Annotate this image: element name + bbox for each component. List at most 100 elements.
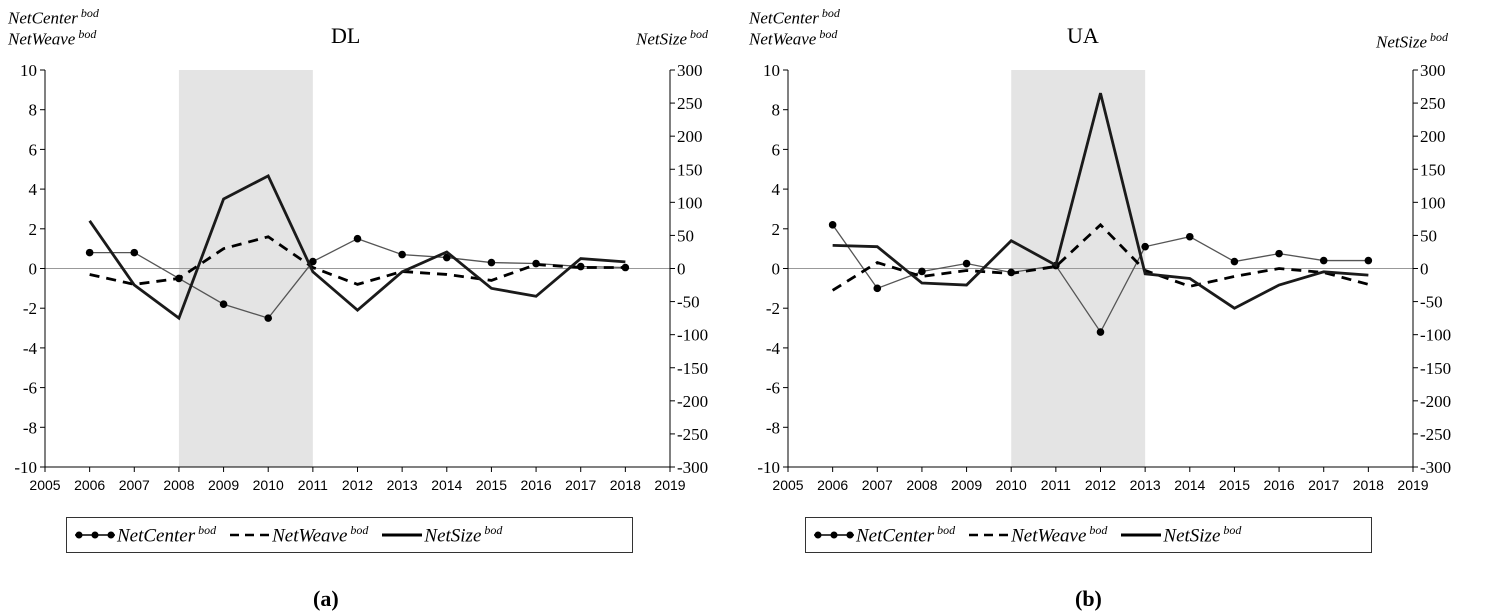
point-netcenter xyxy=(1275,249,1283,258)
x-tick-label: 2013 xyxy=(1130,477,1161,493)
y-left-tick-label: 8 xyxy=(772,101,781,120)
x-tick-label: 2007 xyxy=(862,477,893,493)
y-right-tick-label: -250 xyxy=(1420,425,1451,444)
legend-item-netsize: NetSize bod xyxy=(1119,523,1241,547)
y-left-tick-label: 0 xyxy=(772,260,781,279)
x-tick-label: 2018 xyxy=(1353,477,1384,493)
legend-label-netweave: NetWeave bod xyxy=(1011,522,1108,547)
y-left-tick-label: 10 xyxy=(20,61,37,80)
panel-caption: (b) xyxy=(1075,586,1102,611)
x-tick-label: 2011 xyxy=(1041,477,1071,493)
y-left-tick-label: -10 xyxy=(757,458,780,477)
y-right-tick-label: 250 xyxy=(1420,94,1446,113)
x-tick-label: 2010 xyxy=(996,477,1027,493)
y-left-tick-label: 4 xyxy=(772,180,781,199)
legend-label-netweave: NetWeave bod xyxy=(272,522,369,547)
x-tick-label: 2005 xyxy=(29,477,60,493)
y-right-tick-label: -50 xyxy=(677,293,700,312)
legend-label-netcenter: NetCenter bod xyxy=(856,522,956,547)
y-right-tick-label: -200 xyxy=(677,392,708,411)
y-left-tick-label: -10 xyxy=(14,458,37,477)
x-tick-label: 2010 xyxy=(253,477,284,493)
point-netcenter xyxy=(828,221,837,229)
x-tick-label: 2016 xyxy=(520,477,551,493)
y-right-tick-label: 200 xyxy=(677,127,703,146)
point-netcenter xyxy=(398,250,406,259)
y-right-tick-label: -100 xyxy=(1420,326,1451,345)
legend-marker-dot-line xyxy=(814,531,854,539)
y-left-tick-label: 6 xyxy=(772,140,781,159)
series-line-netsize xyxy=(88,173,626,321)
y-right-tick-label: 150 xyxy=(677,160,703,179)
series-line-netsize xyxy=(832,92,1369,310)
chart-svg: -10 -8 -6 -4 -2 0 2 4 6 8 10 -300 -250 -200 -150 -100 -5… xyxy=(757,61,1451,493)
point-netcenter xyxy=(1096,328,1105,336)
point-netcenter xyxy=(264,314,273,322)
y-right-tick-label: 200 xyxy=(1420,127,1446,146)
y-right-label-netsize: NetSize bod xyxy=(1376,30,1448,52)
y-left-tick-label: -6 xyxy=(23,379,37,398)
y-right-tick-label: 250 xyxy=(677,94,703,113)
legend-marker-dot-line xyxy=(75,531,115,539)
x-tick-label: 2019 xyxy=(1397,477,1428,493)
panel-caption: (a) xyxy=(313,586,339,611)
point-netcenter xyxy=(873,284,882,293)
y-right-label-netsize: NetSize bod xyxy=(636,27,708,49)
x-tick-label: 2005 xyxy=(772,477,803,493)
y-right-tick-label: -300 xyxy=(677,458,708,477)
y-left-label-netweave: NetWeave bod xyxy=(749,27,838,49)
x-tick-label: 2014 xyxy=(431,477,462,493)
legend-item-netweave: NetWeave bod xyxy=(967,523,1107,547)
chart-title: UA xyxy=(1067,23,1099,48)
x-tick-label: 2012 xyxy=(1085,477,1116,493)
point-netcenter xyxy=(1185,232,1194,241)
x-tick-label: 2009 xyxy=(951,477,982,493)
x-tick-label: 2012 xyxy=(342,477,373,493)
y-left-tick-label: 4 xyxy=(29,180,38,199)
y-left-tick-label: -4 xyxy=(23,339,38,358)
legend-marker-solid xyxy=(1121,533,1162,537)
x-tick-label: 2008 xyxy=(906,477,937,493)
legend-label-netcenter: NetCenter bod xyxy=(117,522,217,547)
point-netcenter xyxy=(487,258,496,267)
y-right-tick-label: -150 xyxy=(1420,359,1451,378)
y-left-tick-label: 0 xyxy=(29,260,38,279)
chart-panel-ua: NetCenter bod NetWeave bod UA NetSize bo… xyxy=(745,0,1490,615)
y-right-tick-label: -200 xyxy=(1420,392,1451,411)
chart-svg: -10 -8 -6 -4 -2 0 2 4 6 8 10 -300 -250 -200 -150 -100 -5… xyxy=(14,61,708,493)
point-netcenter xyxy=(962,259,971,268)
y-right-tick-label: -300 xyxy=(1420,458,1451,477)
chart-panel-dl: NetCenter bod NetWeave bod DL NetSize bo… xyxy=(8,6,708,611)
x-tick-label: 2014 xyxy=(1174,477,1205,493)
point-netcenter xyxy=(85,248,94,257)
x-tick-label: 2015 xyxy=(476,477,507,493)
y-right-tick-label: 50 xyxy=(677,226,694,245)
legend: NetCenter bod NetWeave bod NetSize bod xyxy=(66,517,633,553)
legend: NetCenter bod NetWeave bod NetSize bod xyxy=(805,517,1372,553)
x-tick-label: 2006 xyxy=(817,477,848,493)
y-left-label-netcenter: NetCenter bod xyxy=(749,6,840,28)
legend-marker-solid xyxy=(382,533,423,537)
y-left-label-netweave: NetWeave bod xyxy=(8,27,97,49)
point-netcenter xyxy=(1364,256,1373,265)
y-left-tick-label: 10 xyxy=(763,61,780,80)
series-line-netweave xyxy=(89,235,626,286)
y-left-tick-label: 8 xyxy=(29,101,38,120)
y-left-tick-label: 6 xyxy=(29,140,38,159)
y-right-tick-label: 150 xyxy=(1420,160,1446,179)
series-line-netweave xyxy=(831,222,1369,292)
point-netcenter xyxy=(918,267,926,276)
y-right-tick-label: 300 xyxy=(677,61,703,80)
x-tick-label: 2015 xyxy=(1219,477,1250,493)
point-netcenter xyxy=(1230,257,1239,266)
legend-item-netsize: NetSize bod xyxy=(380,523,502,547)
legend-label-netsize: NetSize bod xyxy=(424,522,503,547)
legend-item-netweave: NetWeave bod xyxy=(228,523,368,547)
y-left-tick-label: 2 xyxy=(29,220,38,239)
series-line-netcenter xyxy=(89,238,626,319)
x-tick-label: 2011 xyxy=(298,477,328,493)
point-netcenter xyxy=(219,300,228,309)
y-right-tick-label: -150 xyxy=(677,359,708,378)
x-tick-label: 2008 xyxy=(163,477,194,493)
x-tick-label: 2013 xyxy=(387,477,418,493)
